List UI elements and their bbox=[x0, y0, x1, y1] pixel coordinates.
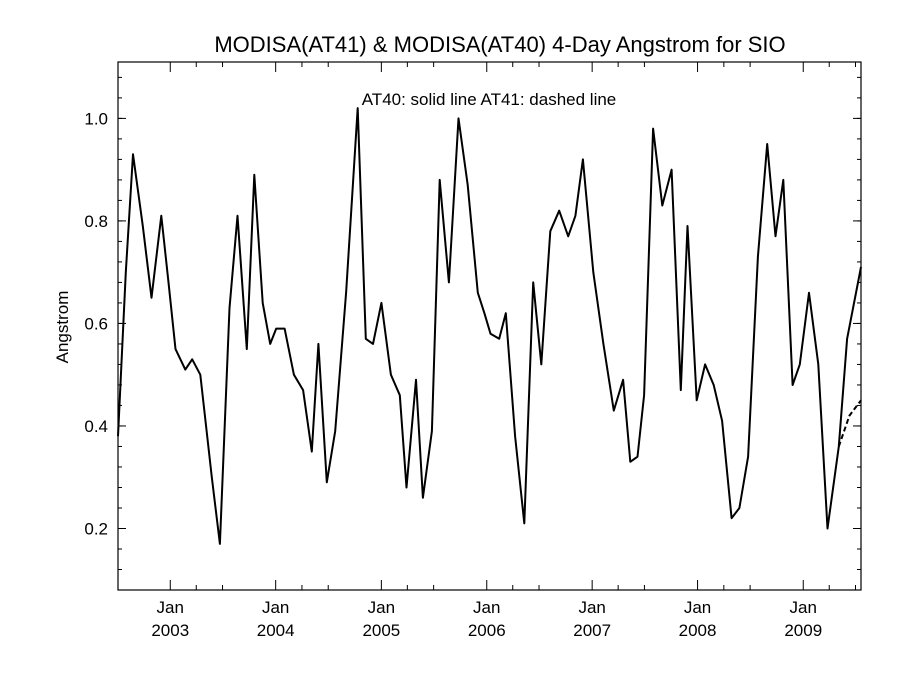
x-tick-year-label: 2007 bbox=[573, 621, 611, 640]
chart-title: MODISA(AT41) & MODISA(AT40) 4-Day Angstr… bbox=[214, 32, 785, 57]
x-tick-year-label: 2003 bbox=[151, 621, 189, 640]
x-tick-label: Jan bbox=[578, 598, 605, 617]
y-tick-label: 0.4 bbox=[84, 417, 108, 436]
x-tick-label: Jan bbox=[790, 598, 817, 617]
x-tick-label: Jan bbox=[262, 598, 289, 617]
x-tick-label: Jan bbox=[157, 598, 184, 617]
x-tick-label: Jan bbox=[473, 598, 500, 617]
y-tick-label: 0.2 bbox=[84, 519, 108, 538]
y-tick-label: 1.0 bbox=[84, 109, 108, 128]
x-tick-year-label: 2004 bbox=[257, 621, 295, 640]
series-line-at40 bbox=[117, 107, 862, 545]
x-axis: Jan 2003 Jan 2004 Jan 2005 Jan 2006 Jan 2007 Jan 20… bbox=[151, 62, 857, 640]
plot-frame bbox=[117, 61, 862, 591]
y-axis-label: Angstrom bbox=[53, 291, 72, 364]
x-tick-label: Jan bbox=[684, 598, 711, 617]
x-tick-year-label: 2006 bbox=[468, 621, 506, 640]
y-tick-label: 0.6 bbox=[84, 314, 108, 333]
series-layer bbox=[117, 107, 862, 545]
x-tick-year-label: 2009 bbox=[784, 621, 822, 640]
series-line-at41 bbox=[837, 399, 862, 447]
y-axis: 0.2 0.4 0.6 0.8 1.0 bbox=[84, 76, 861, 591]
legend-annotation: AT40: solid line AT41: dashed line bbox=[362, 90, 617, 109]
x-tick-label: Jan bbox=[368, 598, 395, 617]
x-tick-year-label: 2008 bbox=[679, 621, 717, 640]
y-tick-label: 0.8 bbox=[84, 212, 108, 231]
x-tick-year-label: 2005 bbox=[362, 621, 400, 640]
